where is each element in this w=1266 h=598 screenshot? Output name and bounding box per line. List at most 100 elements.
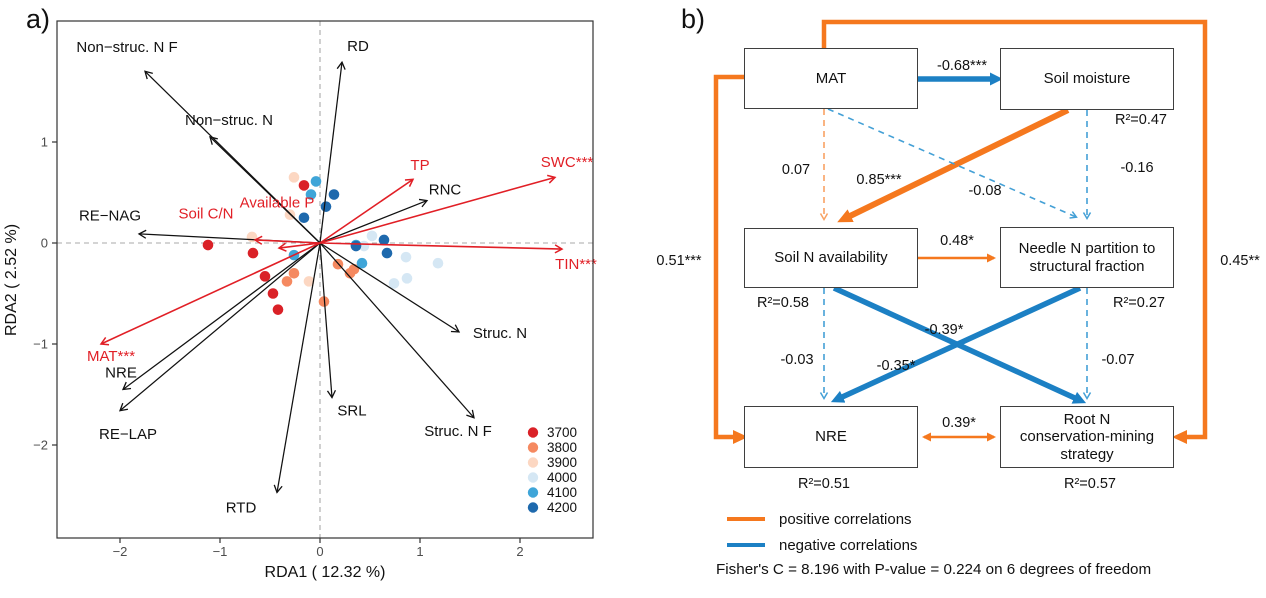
response-vector-label: Non−struc. N [185,112,273,129]
sem-node-box: Root N conservation-mining strategy [1000,406,1174,468]
env-vector-arrow [253,235,321,245]
env-vector-label: SWC*** [541,154,594,171]
legend-dot-4100 [527,487,539,498]
response-vector-label: RTD [226,500,257,517]
panel-b-tag: b) [681,4,706,34]
legend-label-3900: 3900 [547,455,577,470]
path-coefficient-label: -0.07 [1101,352,1135,368]
sample-point-3900 [288,172,300,183]
sample-point-4100 [356,257,368,269]
response-vector-label: SRL [337,403,366,420]
response-vector-arrow [319,242,337,399]
sem-node-box: Soil moisture [1000,48,1174,110]
rda-y-axis-title: RDA2 ( 2.52 %) [3,224,20,336]
sem-legend-row: negative correlations [727,532,917,558]
sample-point-4200 [298,212,310,224]
sem-edge-negative [827,108,1078,219]
panel-a-tag: a) [26,4,51,34]
env-vector-arrow [277,242,321,252]
sample-point-4200 [350,240,362,252]
env-vector-arrow [319,174,557,244]
env-vector-arrow [99,242,321,346]
path-coefficient-label: 0.51*** [656,253,702,269]
sample-point-4200 [381,247,393,259]
sample-point-3800 [288,268,300,279]
sem-diagram-arrows [713,19,1208,444]
sample-point-4200 [328,189,340,200]
x-tick-label: 0 [316,544,323,559]
sem-legend-row: positive correlations [727,506,917,532]
y-tick-label: 0 [41,236,48,251]
env-vector-arrow [319,178,415,244]
legend-line-swatch [727,517,765,521]
sem-node-box: NRE [744,406,918,468]
r-squared-label: R²=0.27 [1113,295,1165,311]
legend-label-3800: 3800 [547,440,577,455]
path-coefficient-label: -0.08 [968,183,1002,199]
y-tick-label: −2 [33,438,48,453]
sample-point-4000 [366,230,378,242]
path-coefficient-label: 0.85*** [856,172,902,188]
plot-frame [56,20,594,539]
y-tick-label: 1 [41,135,48,150]
rda-biplot: Non−struc. N F Non−struc. N RD RE−NAG RNC Str… [33,20,597,559]
sem-edge-positive [821,19,1208,444]
sample-point-4200 [320,201,332,212]
legend-label-3700: 3700 [547,425,577,440]
sample-point-3700 [267,288,279,299]
path-coefficient-label: -0.39* [924,322,964,338]
response-vector-arrow [319,242,475,419]
response-vector-label: Struc. N [473,325,527,342]
response-vector-label: RE−NAG [79,208,141,225]
path-coefficient-label: -0.16 [1120,160,1154,176]
sample-point-3700 [298,180,310,191]
sem-legend: positive correlations negative correlatio… [727,506,917,558]
response-vector-label: NRE [105,364,137,381]
legend-label-4100: 4100 [547,485,577,500]
path-coefficient-label: -0.68*** [937,58,987,74]
response-vector-label: RE−LAP [99,426,157,443]
sem-edge-positive [713,74,748,444]
r-squared-label: R²=0.51 [798,476,850,492]
sample-point-3900 [303,276,315,287]
path-coefficient-label: 0.07 [781,162,811,178]
sem-node-box: Soil N availability [744,228,918,288]
sample-point-4000 [432,257,444,269]
r-squared-label: R²=0.58 [757,295,809,311]
env-vector-label: MAT*** [87,348,135,365]
path-coefficient-label: -0.03 [780,352,814,368]
x-tick-label: 2 [516,544,523,559]
response-vector-arrow [209,136,321,244]
r-squared-label: R²=0.57 [1064,476,1116,492]
rda-x-axis-title: RDA1 ( 12.32 %) [265,564,386,581]
x-tick-label: 1 [416,544,423,559]
response-vector-arrow [319,60,346,244]
legend-dot-3900 [527,457,539,468]
response-vector-label: Struc. N F [424,423,492,440]
sem-fit-statistic: Fisher's C = 8.196 with P-value = 0.224 … [716,561,1152,578]
sample-point-3700 [247,247,259,259]
response-vector-arrow [273,242,321,494]
legend-line-swatch [727,543,765,547]
path-coefficient-label: 0.48* [940,233,974,249]
path-coefficient-label: -0.35* [876,358,916,374]
sem-edge-positive [837,107,1070,223]
sample-point-3700 [272,304,284,315]
x-tick-label: −2 [113,544,128,559]
response-vector-arrow [121,242,321,391]
y-tick-label: −1 [33,337,48,352]
sample-point-4100 [305,189,317,200]
legend-dot-4200 [527,502,539,513]
sample-point-4200 [378,234,390,246]
sample-point-4000 [400,251,412,263]
sem-edge-negative [830,285,1082,403]
sem-node-box: MAT [744,48,918,109]
sample-point-4100 [310,176,322,187]
response-vector-arrow [118,242,321,412]
sem-node-box: Needle N partition to structural fractio… [1000,227,1174,288]
legend-label-4000: 4000 [547,470,577,485]
x-tick-label: −1 [213,544,228,559]
response-vector-label: RNC [429,181,462,198]
legend-dot-4000 [527,472,539,483]
